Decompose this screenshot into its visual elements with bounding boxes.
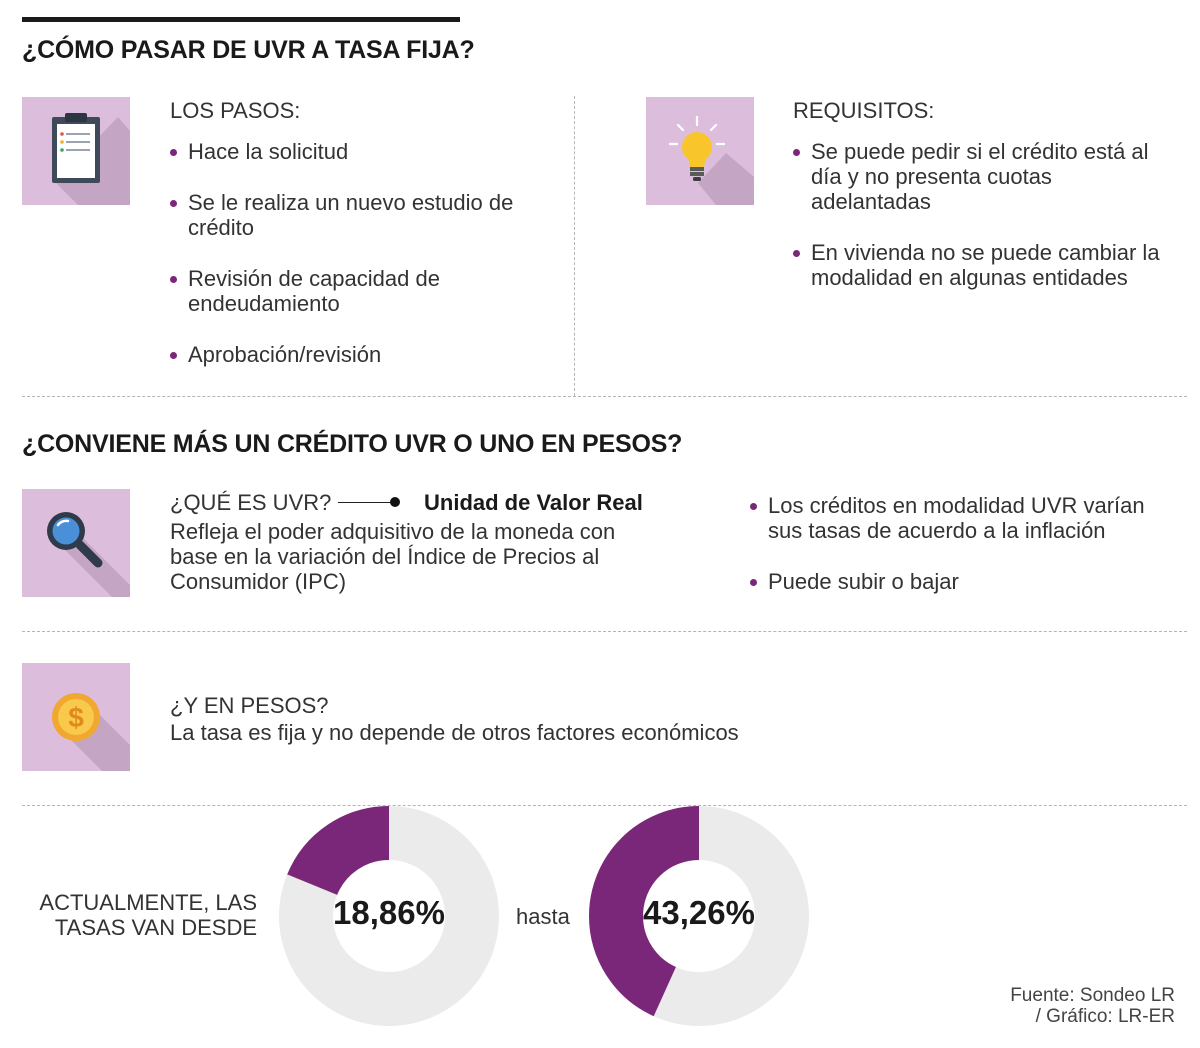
title-bar bbox=[22, 17, 460, 22]
section2-title: ¿CONVIENE MÁS UN CRÉDITO UVR O UNO EN PE… bbox=[22, 430, 683, 458]
dollar-coin-icon: $ bbox=[52, 693, 130, 771]
section1-title: ¿CÓMO PASAR DE UVR A TASA FIJA? bbox=[22, 36, 475, 64]
steps-list: Hace la solicitud Se le realiza un nuevo… bbox=[170, 139, 530, 393]
requirements-label: REQUISITOS: bbox=[793, 98, 935, 123]
uvr-label: ¿QUÉ ES UVR? bbox=[170, 490, 332, 515]
uvr-definition: Unidad de Valor Real bbox=[424, 490, 643, 515]
column-divider bbox=[574, 96, 575, 396]
rate-min-value: 18,86% bbox=[333, 894, 445, 931]
section-divider bbox=[22, 631, 1187, 632]
credit-line: / Gráfico: LR-ER bbox=[1035, 1006, 1175, 1027]
donut-max-arc bbox=[589, 806, 809, 1026]
section-divider bbox=[22, 396, 1187, 397]
svg-text:$: $ bbox=[68, 702, 84, 733]
uvr-facts-list: Los créditos en modalidad UVR varían sus… bbox=[750, 493, 1170, 620]
steps-label: LOS PASOS: bbox=[170, 98, 301, 123]
source-line: Fuente: Sondeo LR bbox=[1010, 985, 1175, 1006]
list-item: Aprobación/revisión bbox=[170, 342, 530, 367]
rate-max-value: 43,26% bbox=[643, 894, 755, 931]
rates-caption: ACTUALMENTE, LAS TASAS VAN DESDE bbox=[39, 890, 257, 940]
list-item: En vivienda no se puede cambiar la modal… bbox=[793, 240, 1173, 290]
donut-max bbox=[589, 806, 809, 1026]
list-item: Se puede pedir si el crédito está al día… bbox=[793, 139, 1173, 214]
pesos-description: La tasa es fija y no depende de otros fa… bbox=[170, 720, 739, 745]
steps-tile bbox=[22, 97, 130, 205]
list-item: Revisión de capacidad de endeudamiento bbox=[170, 266, 530, 316]
list-item: Los créditos en modalidad UVR varían sus… bbox=[750, 493, 1170, 543]
rates-connector: hasta bbox=[516, 904, 570, 929]
magnifier-icon bbox=[47, 512, 130, 597]
uvr-description: Refleja el poder adquisitivo de la moned… bbox=[170, 519, 616, 594]
list-item: Se le realiza un nuevo estudio de crédit… bbox=[170, 190, 530, 240]
requirements-list: Se puede pedir si el crédito está al día… bbox=[793, 139, 1173, 316]
pesos-label: ¿Y EN PESOS? bbox=[170, 693, 329, 718]
definition-connector bbox=[338, 502, 394, 503]
list-item: Hace la solicitud bbox=[170, 139, 530, 164]
connector-dot bbox=[390, 497, 400, 507]
list-item: Puede subir o bajar bbox=[750, 569, 1170, 594]
uvr-tile bbox=[22, 489, 130, 597]
lightbulb-icon bbox=[668, 115, 754, 205]
pesos-tile: $ bbox=[22, 663, 130, 771]
source-credit: Fuente: Sondeo LR / Gráfico: LR-ER bbox=[880, 985, 1175, 1027]
clipboard-icon bbox=[52, 113, 130, 205]
requirements-tile bbox=[646, 97, 754, 205]
section-divider bbox=[22, 805, 1187, 806]
donut-min-arc bbox=[279, 806, 499, 1026]
donut-min bbox=[279, 806, 499, 1026]
